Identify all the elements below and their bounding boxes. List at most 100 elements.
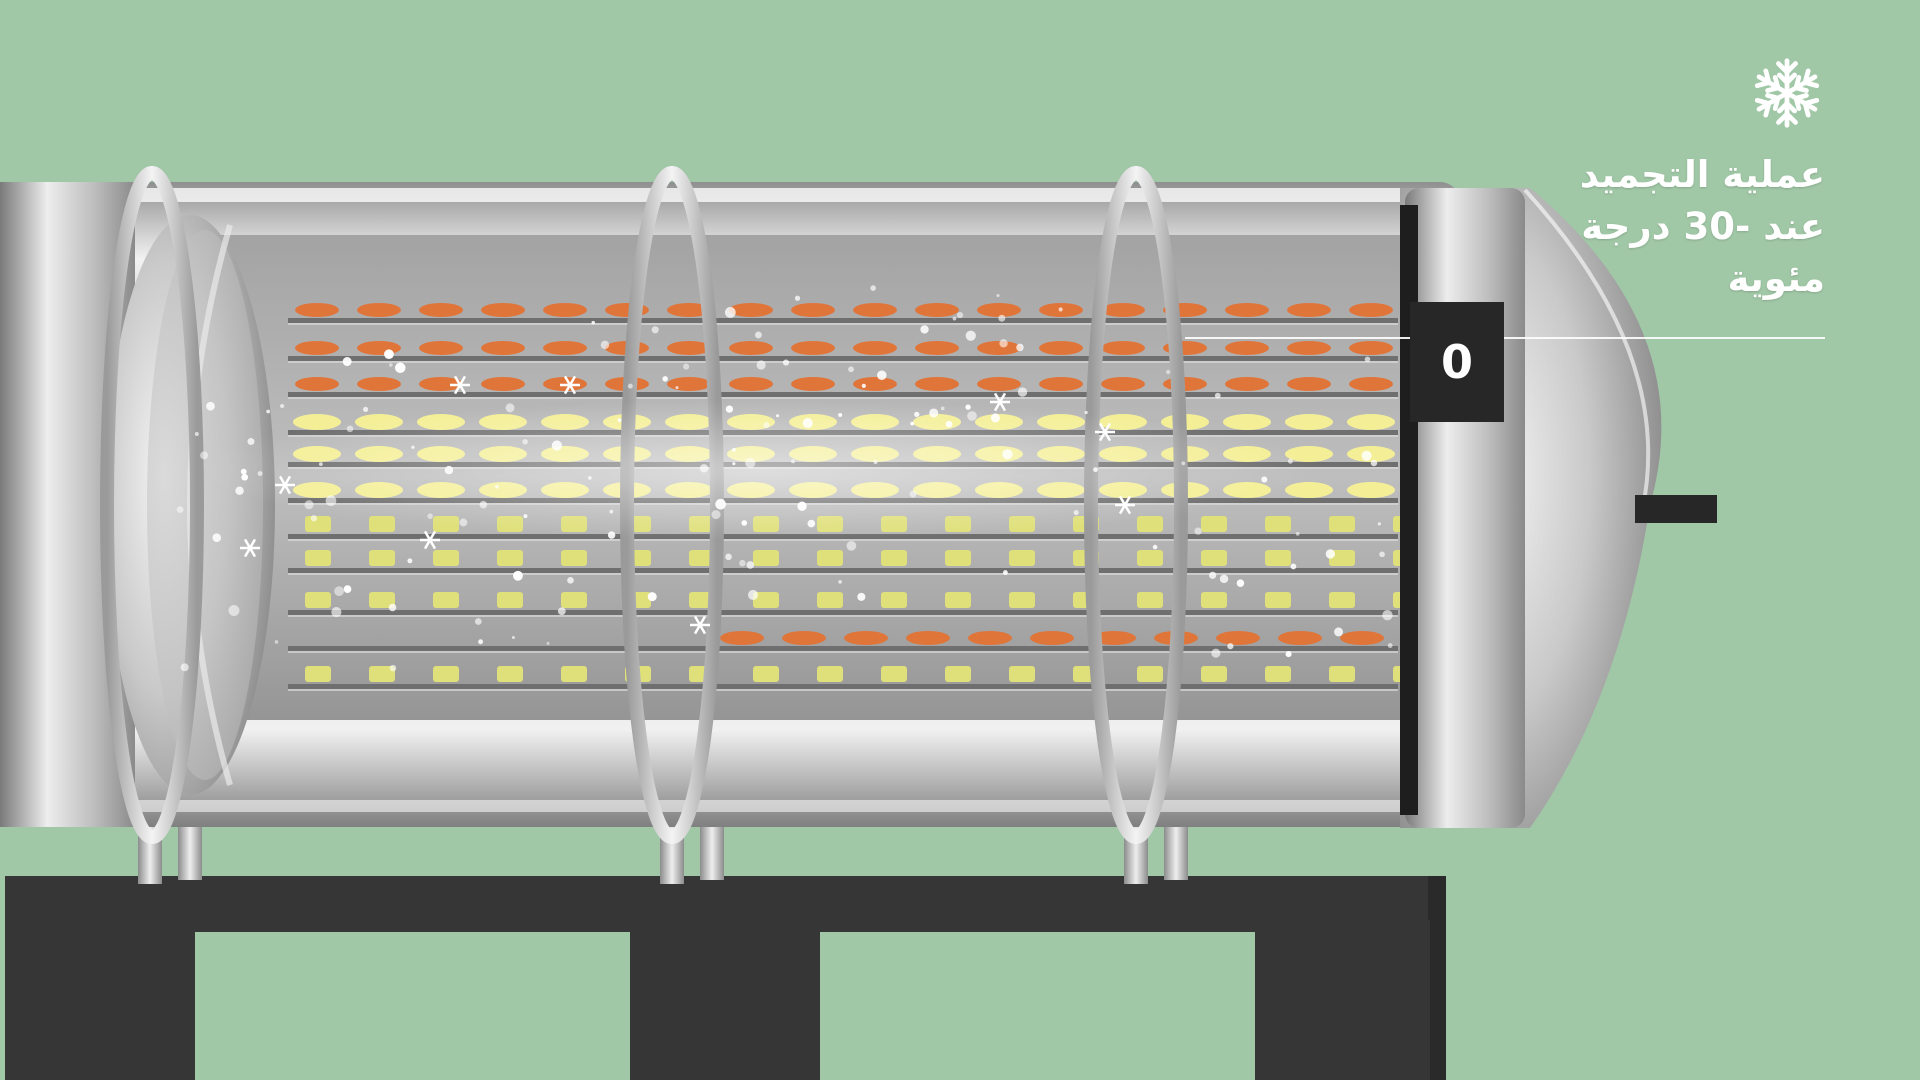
frost-particle (651, 326, 659, 334)
frost-particle (909, 490, 917, 498)
green-cube (945, 592, 971, 608)
tray-rail (288, 392, 1398, 397)
green-cube (1137, 666, 1163, 682)
carrot-slice (481, 341, 525, 355)
green-cube (497, 592, 523, 608)
carrot-slice (1287, 341, 1331, 355)
frost-particle (1084, 410, 1088, 415)
green-cube (881, 592, 907, 608)
carrot-slice (667, 303, 711, 317)
green-cube (305, 666, 331, 682)
frost-particle (240, 468, 247, 475)
frost-particle (952, 316, 957, 321)
snowflake-icon (450, 375, 470, 395)
green-cube (561, 666, 587, 682)
carrot-slice (915, 377, 959, 391)
carrot-slice (357, 303, 401, 317)
frost-particle (342, 357, 352, 367)
frost-particle (747, 589, 759, 600)
carrot-slice (853, 377, 897, 391)
carrot-slice (977, 341, 1021, 355)
green-cube (1329, 666, 1355, 682)
frost-particle (732, 448, 736, 452)
frost-particle (1073, 509, 1079, 516)
green-cube (1201, 592, 1227, 608)
frost-particle (325, 495, 337, 507)
frost-glow (200, 400, 1320, 540)
green-cube (945, 666, 971, 682)
green-cube (1137, 550, 1163, 566)
frost-particle (1209, 571, 1217, 579)
snowflake-icon (240, 538, 260, 558)
frost-particle (194, 432, 199, 437)
carrot-slice (419, 341, 463, 355)
frost-particle (848, 366, 854, 373)
carrot-slice (543, 341, 587, 355)
green-cube (1201, 666, 1227, 682)
frost-particle (478, 639, 484, 645)
frost-particle (1002, 570, 1008, 575)
green-cube (1265, 666, 1291, 682)
green-cube (1009, 550, 1035, 566)
green-cube (1009, 592, 1035, 608)
green-cube (433, 592, 459, 608)
green-cube (1265, 592, 1291, 608)
frost-particle (873, 459, 878, 464)
frost-particle (763, 422, 770, 429)
green-cube (305, 550, 331, 566)
frost-particle (920, 325, 929, 334)
yellow-slice (1285, 414, 1333, 430)
door-handle (1635, 495, 1717, 523)
snowflake-icon (690, 615, 710, 635)
frost-particle (241, 473, 249, 481)
carrot-slice (729, 303, 773, 317)
frost-particle (280, 403, 285, 409)
frost-particle (591, 320, 595, 325)
frost-particle (389, 664, 397, 672)
green-cube (433, 550, 459, 566)
tray-rail (288, 646, 1398, 651)
carrot-slice (791, 303, 835, 317)
frost-particle (739, 559, 746, 567)
frost-particle (996, 293, 1000, 298)
carrot-slice (1225, 341, 1269, 355)
frost-particle (1382, 609, 1393, 621)
snowflake-icon (1095, 422, 1115, 442)
carrot-slice (782, 631, 826, 645)
frost-particle (331, 606, 342, 618)
green-cube (689, 550, 715, 566)
frost-particle (212, 533, 222, 543)
frost-particle (389, 363, 393, 367)
frost-particle (756, 360, 766, 370)
frost-particle (318, 462, 323, 467)
frost-particle (724, 307, 736, 318)
frost-particle (990, 413, 1000, 423)
frost-particle (1211, 648, 1221, 658)
frost-particle (1287, 458, 1293, 464)
frost-particle (567, 576, 574, 584)
frost-particle (343, 585, 352, 593)
frost-particle (235, 486, 244, 496)
frost-particle (511, 635, 515, 640)
frost-particle (1152, 544, 1158, 550)
green-cube (1201, 550, 1227, 566)
frost-particle (846, 540, 857, 551)
frost-particle (1334, 627, 1344, 637)
frost-particle (725, 553, 732, 561)
frost-particle (228, 605, 240, 616)
yellow-slice (1347, 482, 1395, 498)
frost-particle (699, 464, 709, 473)
carrot-slice (1101, 303, 1145, 317)
caption-text: عملية التجميد عند -30 درجة مئوية (1579, 153, 1825, 300)
carrot-slice (1101, 377, 1145, 391)
green-cube (945, 550, 971, 566)
snowflake-icon (560, 375, 580, 395)
frost-particle (870, 285, 876, 291)
frost-particle (1325, 549, 1335, 559)
frost-particle (334, 586, 344, 597)
carrot-slice (1349, 303, 1393, 317)
carrot-slice (543, 303, 587, 317)
green-cube (1009, 666, 1035, 682)
frost-particle (965, 330, 976, 341)
carrot-slice (791, 377, 835, 391)
